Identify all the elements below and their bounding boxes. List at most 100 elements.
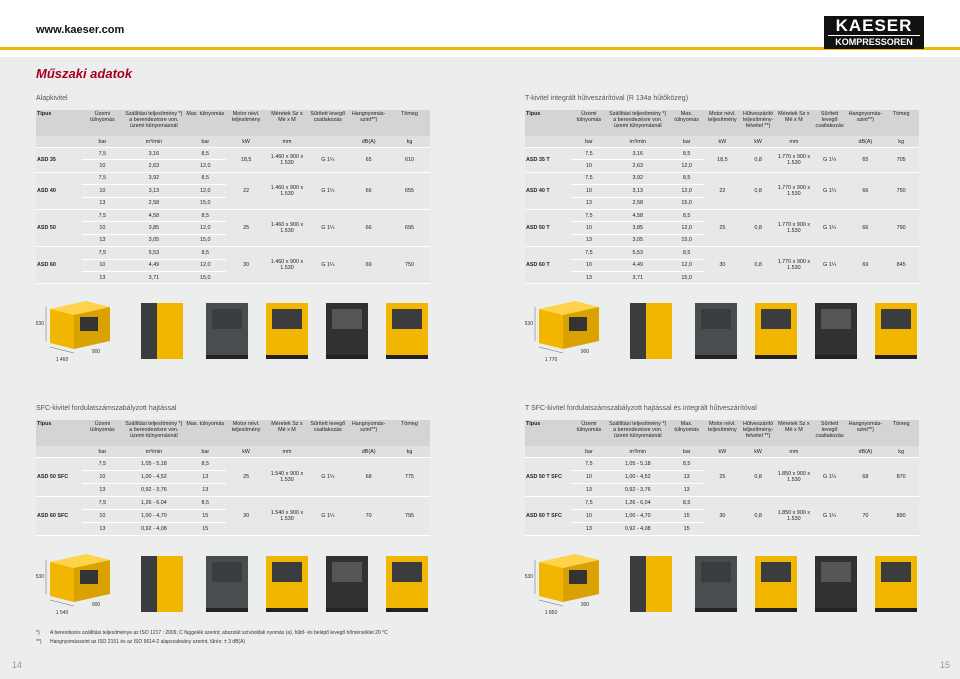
machine-panel <box>392 562 422 582</box>
dimension-line <box>538 346 564 354</box>
model-name: ASD 60 SFC <box>36 496 82 536</box>
cell: 15,0 <box>668 234 705 248</box>
cell: 3,92 <box>606 172 669 186</box>
dimension-height: 1 530 <box>36 574 44 580</box>
unit: kg <box>389 136 430 148</box>
cell: 15,0 <box>668 271 705 285</box>
spec: 1.540 x 900 x 1.530 <box>266 496 308 536</box>
cell: 7,5 <box>82 457 123 471</box>
data-row: 13 3,05 15,0 <box>36 234 430 248</box>
unit: kW <box>740 136 776 148</box>
machine-base <box>755 355 797 359</box>
column-header: Max. túlnyomás <box>668 420 705 446</box>
cell: 13 <box>82 197 123 210</box>
machine-base <box>386 355 428 359</box>
column-header: Sűrített levegő csatlakozás <box>811 420 848 446</box>
unit <box>307 136 349 148</box>
column-header: Max. túlnyomás <box>184 420 226 446</box>
column-header: Méretek Sz x Mé x M <box>266 420 308 446</box>
spec: 70 <box>847 496 884 536</box>
cell: 3,16 <box>606 147 669 161</box>
cell: 1,05 - 5,18 <box>606 457 669 471</box>
cell: 0,92 - 3,76 <box>122 483 185 497</box>
machine-panel <box>569 570 587 584</box>
spec: G 1¼ <box>307 209 349 248</box>
cell: 7,5 <box>571 147 607 161</box>
unit: kW <box>225 136 267 148</box>
spec: 790 <box>883 209 919 248</box>
machine-base <box>386 608 428 612</box>
unit-row: bar m³/min bar kW kW mm dB(A) kg <box>525 136 919 148</box>
spec: 30 <box>225 496 267 536</box>
cell: 2,63 <box>606 159 669 173</box>
column-header: Típus <box>525 110 571 136</box>
spec: 705 <box>883 147 919 173</box>
column-header: Üzemi túlnyomás <box>571 420 607 446</box>
cell: 2,58 <box>122 197 185 210</box>
url: www.kaeser.com <box>36 24 125 36</box>
cell: 3,92 <box>122 172 185 186</box>
spec: 0,8 <box>740 457 776 497</box>
column-header: Motor névl. teljesítmény <box>225 420 267 446</box>
header-row: Típus Üzemi túlnyomás Szállítási teljesítm… <box>525 110 919 136</box>
cell: 10 <box>571 509 607 523</box>
unit: m³/min <box>606 136 669 148</box>
machine-panel <box>212 562 242 582</box>
cell: 8,5 <box>184 496 226 510</box>
spec: 1.460 x 900 x 1.530 <box>266 246 308 285</box>
machine-panel <box>332 562 362 582</box>
cell: 10 <box>82 470 123 484</box>
cell: 5,53 <box>606 246 669 260</box>
unit: mm <box>266 136 308 148</box>
spec: 890 <box>883 496 919 536</box>
data-row: 13 3,71 15,0 <box>525 271 919 285</box>
unit: dB(A) <box>348 136 390 148</box>
data-row: ASD 40 7,5 3,92 8,5 22 1.460 x 900 x 1.530 G 1… <box>36 172 430 210</box>
machine-base <box>695 355 737 359</box>
footnote-mark: *) <box>36 630 40 636</box>
unit <box>525 446 571 458</box>
data-row: ASD 50 SFC 7,5 1,05 - 5,18 8,5 25 1.540 x 900… <box>36 457 430 497</box>
cell: 12,0 <box>184 159 226 173</box>
data-row: 13 2,58 15,0 <box>525 197 919 210</box>
model-name: ASD 60 T SFC <box>525 496 571 536</box>
spec: 750 <box>883 172 919 210</box>
spec: G 1¼ <box>811 147 848 173</box>
spec: 65 <box>348 147 390 173</box>
cell: 10 <box>571 470 607 484</box>
cell: 10 <box>82 184 123 198</box>
spec: 1.460 x 900 x 1.530 <box>266 147 308 173</box>
model-name: ASD 50 SFC <box>36 457 82 497</box>
spec: 22 <box>225 172 267 210</box>
spec: 1.850 x 900 x 1.530 <box>776 496 812 536</box>
unit: bar <box>82 136 123 148</box>
machine-panel <box>332 309 362 329</box>
machine-panel <box>80 317 98 331</box>
footnote: *) A berendezés szállítási teljesítménye … <box>36 630 636 636</box>
machine-panel <box>569 317 587 331</box>
unit: mm <box>776 136 812 148</box>
logo-top: KAESER <box>835 16 913 35</box>
machine-top <box>50 301 110 315</box>
cell: 7,5 <box>571 209 607 223</box>
machine-front <box>50 309 74 349</box>
column-header: Szállítási teljesítmény *) a berendezésr… <box>122 420 185 446</box>
machine-base <box>875 608 917 612</box>
spec: 1.460 x 900 x 1.530 <box>266 172 308 210</box>
machine-panel <box>212 309 242 329</box>
machine-base <box>326 608 368 612</box>
data-row: 10 3,13 12,0 <box>525 184 919 198</box>
dimension-height: 1 530 <box>525 321 533 327</box>
cell: 0,92 - 4,08 <box>606 522 669 536</box>
data-row: 10 4,49 12,0 <box>36 259 430 272</box>
cell: 3,71 <box>606 271 669 285</box>
spec: 1.770 x 900 x 1.530 <box>776 246 812 285</box>
spec: G 1¼ <box>811 209 848 248</box>
section-title: Alapkivitel <box>36 95 68 102</box>
cell: 8,5 <box>184 147 226 161</box>
table-wrap: Típus Üzemi túlnyomás Szállítási teljesítm… <box>36 110 430 285</box>
data-row: ASD 50 T 7,5 4,58 8,5 25 0,8 1.770 x 900 x 1.5… <box>525 209 919 248</box>
cell: 3,13 <box>122 184 185 198</box>
cell: 12,0 <box>668 184 705 198</box>
spec: G 1¼ <box>811 496 848 536</box>
